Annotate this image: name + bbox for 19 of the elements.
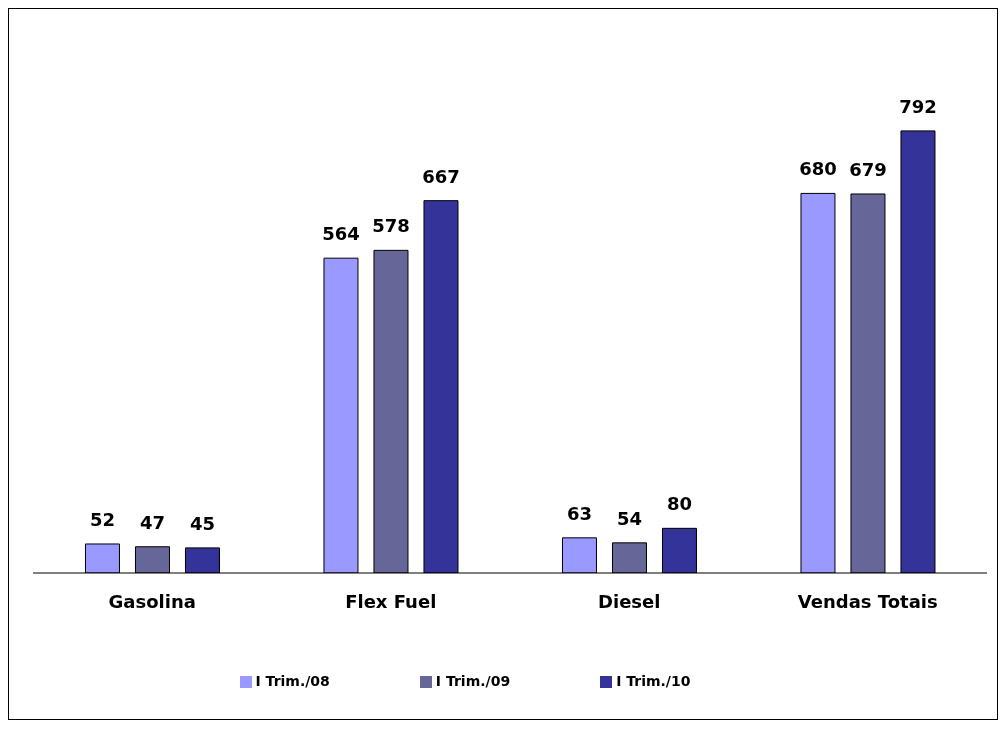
data-label: 680 (799, 158, 837, 180)
x-tick-label: Flex Fuel (345, 590, 437, 612)
data-label: 52 (89, 508, 115, 530)
legend-label: I Trim./10 (616, 673, 691, 689)
x-tick-label: Vendas Totais (797, 590, 938, 612)
data-label: 47 (139, 511, 165, 533)
data-label: 679 (849, 158, 887, 180)
data-label: 578 (372, 215, 410, 237)
legend-label: I Trim./08 (255, 673, 330, 689)
x-tick-label: Gasolina (108, 590, 196, 612)
data-label: 564 (322, 223, 360, 245)
legend-label: I Trim./09 (435, 673, 511, 689)
data-label: 54 (616, 507, 642, 529)
data-label: 667 (422, 165, 460, 187)
data-label: 45 (189, 512, 215, 534)
data-label: 792 (899, 95, 937, 117)
x-tick-label: Diesel (598, 590, 661, 612)
data-label: 63 (566, 502, 592, 524)
data-label: 80 (666, 493, 692, 515)
